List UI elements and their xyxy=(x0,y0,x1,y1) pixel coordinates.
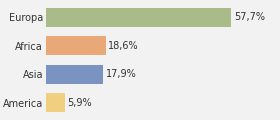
Bar xyxy=(46,93,65,112)
Text: 18,6%: 18,6% xyxy=(108,41,139,51)
Text: 57,7%: 57,7% xyxy=(234,12,265,22)
Bar xyxy=(46,36,106,55)
Text: 17,9%: 17,9% xyxy=(106,69,137,79)
Bar xyxy=(46,65,103,84)
Text: 5,9%: 5,9% xyxy=(67,98,92,108)
Bar xyxy=(46,8,231,27)
